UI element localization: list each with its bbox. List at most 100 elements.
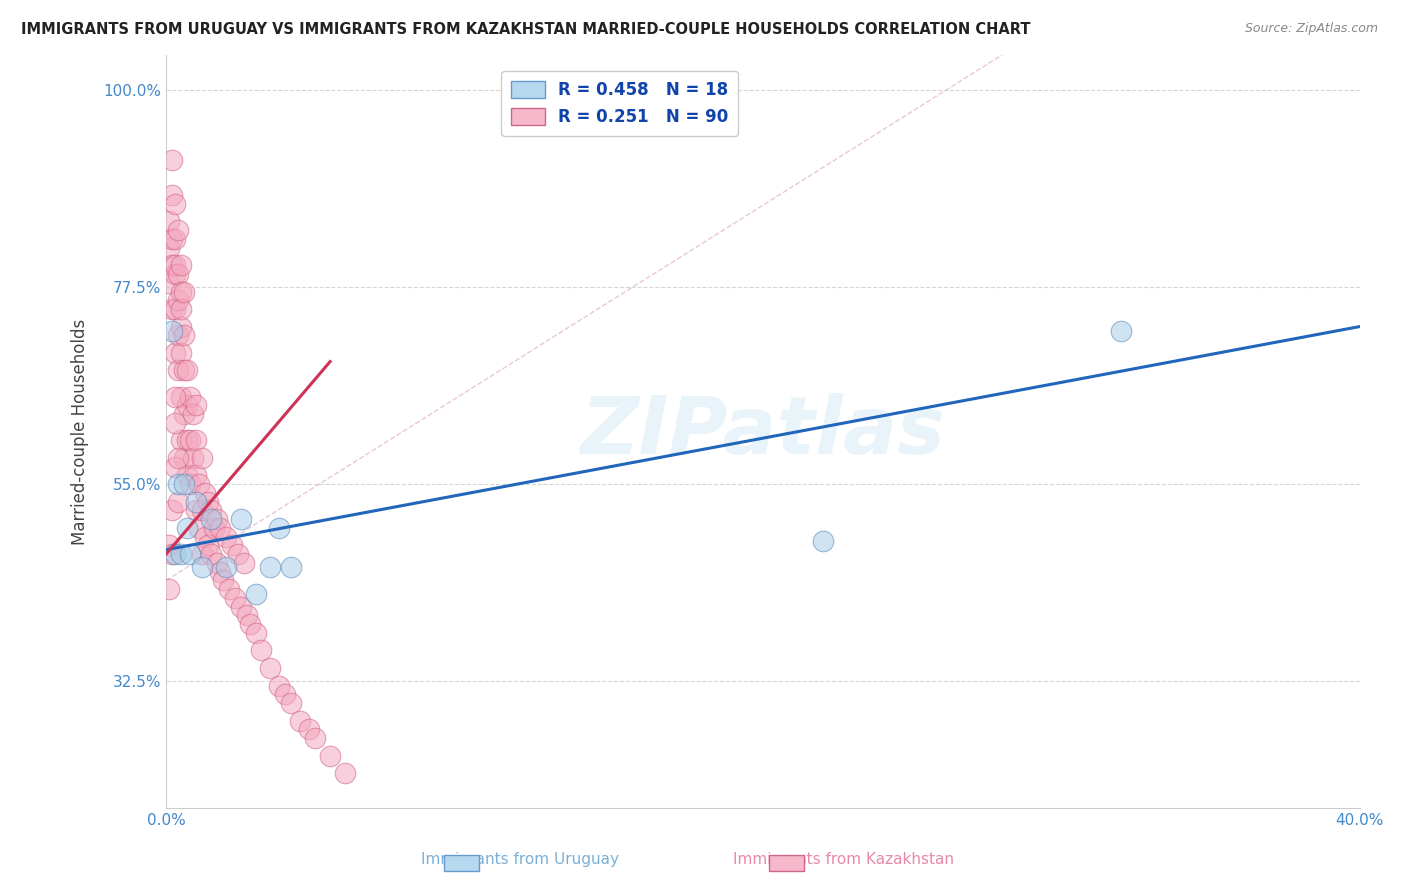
Point [157, 241, 180, 255]
Point [211, 574, 233, 588]
Point [184, 503, 207, 517]
Point [163, 197, 186, 211]
Point [179, 390, 201, 404]
Point [176, 468, 198, 483]
Point [250, 643, 273, 657]
Point [280, 696, 302, 710]
Point [202, 521, 225, 535]
Point [170, 346, 193, 360]
Point [173, 450, 195, 465]
Point [333, 766, 356, 780]
Point [184, 494, 207, 508]
Point [226, 547, 249, 561]
Point [245, 586, 267, 600]
Point [160, 232, 183, 246]
Point [163, 346, 186, 360]
Point [163, 267, 186, 281]
Point [290, 714, 312, 728]
Point [280, 560, 302, 574]
Legend: R = 0.458   N = 18, R = 0.251   N = 90: R = 0.458 N = 18, R = 0.251 N = 90 [501, 71, 738, 136]
Point [179, 477, 201, 491]
Point [200, 512, 222, 526]
Point [160, 153, 183, 168]
Point [160, 547, 183, 561]
Point [221, 538, 243, 552]
Point [176, 398, 198, 412]
Point [163, 459, 186, 474]
Point [224, 591, 246, 605]
Point [160, 301, 183, 316]
Point [167, 267, 190, 281]
Point [191, 450, 214, 465]
Point [298, 723, 321, 737]
Point [167, 450, 190, 465]
Point [167, 363, 190, 377]
Point [191, 547, 214, 561]
Text: Immigrants from Kazakhstan: Immigrants from Kazakhstan [733, 852, 955, 867]
Point [160, 258, 183, 272]
Point [167, 328, 190, 343]
Text: IMMIGRANTS FROM URUGUAY VS IMMIGRANTS FROM KAZAKHSTAN MARRIED-COUPLE HOUSEHOLDS : IMMIGRANTS FROM URUGUAY VS IMMIGRANTS FR… [21, 22, 1031, 37]
Point [191, 503, 214, 517]
Text: ZIPatlas: ZIPatlas [581, 392, 945, 471]
Point [173, 477, 195, 491]
Point [238, 617, 260, 632]
Point [170, 301, 193, 316]
Point [163, 232, 186, 246]
Point [232, 556, 254, 570]
Point [218, 582, 240, 597]
Point [176, 363, 198, 377]
Point [160, 503, 183, 517]
Point [205, 556, 228, 570]
Point [194, 486, 217, 500]
Point [163, 547, 186, 561]
Point [200, 547, 222, 561]
Point [197, 538, 219, 552]
Point [160, 188, 183, 202]
Point [259, 560, 281, 574]
Y-axis label: Married-couple Households: Married-couple Households [72, 318, 89, 545]
Point [170, 390, 193, 404]
Point [208, 565, 231, 579]
Point [269, 679, 291, 693]
Point [215, 530, 238, 544]
Point [167, 477, 190, 491]
Point [184, 434, 207, 448]
Point [167, 293, 190, 308]
Point [179, 547, 201, 561]
Point [184, 468, 207, 483]
Point [170, 258, 193, 272]
Point [208, 521, 231, 535]
Point [245, 626, 267, 640]
Point [160, 324, 183, 338]
Point [157, 276, 180, 290]
Point [205, 512, 228, 526]
Point [173, 328, 195, 343]
Point [176, 434, 198, 448]
Point [304, 731, 326, 745]
Text: Immigrants from Uruguay: Immigrants from Uruguay [422, 852, 619, 867]
Point [187, 477, 209, 491]
Point [170, 285, 193, 299]
Point [157, 214, 180, 228]
Point [163, 258, 186, 272]
Point [170, 547, 193, 561]
Point [191, 560, 214, 574]
Point [173, 407, 195, 421]
Point [181, 407, 204, 421]
Point [184, 398, 207, 412]
Point [170, 319, 193, 334]
Point [269, 521, 291, 535]
Point [167, 223, 190, 237]
Point [194, 530, 217, 544]
Point [811, 534, 834, 549]
Point [157, 538, 180, 552]
Point [170, 434, 193, 448]
Point [200, 503, 222, 517]
Point [259, 661, 281, 675]
Point [179, 434, 201, 448]
Point [167, 494, 190, 508]
Point [215, 560, 238, 574]
Point [176, 521, 198, 535]
Point [173, 363, 195, 377]
